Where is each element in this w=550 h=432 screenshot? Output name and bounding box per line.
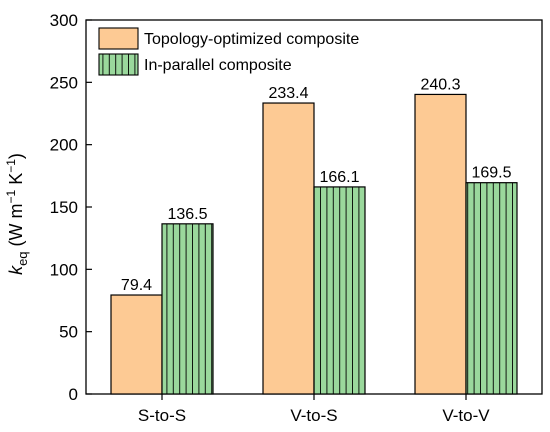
data-label: 136.5 — [167, 206, 207, 223]
chart-marks: 0 50 100 150 200 250 300 79.4 136.5 S-to-S 233.4 16… — [50, 11, 543, 425]
bar — [313, 186, 366, 395]
legend-label: Topology-optimized composite — [144, 31, 359, 48]
y-tick-label: 200 — [50, 136, 78, 155]
svg-text:keq (W m−1 K−1): keq (W m−1 K−1) — [4, 153, 30, 275]
y-axis-units-exp1: −1 — [4, 189, 18, 203]
legend: Topology-optimized composite In-parallel … — [98, 27, 359, 76]
x-tick-label: V-to-V — [442, 406, 490, 425]
y-axis-title: keq (W m−1 K−1) — [4, 153, 30, 275]
y-axis-subscript: eq — [15, 251, 30, 265]
legend-label: In-parallel composite — [144, 57, 292, 74]
y-tick-label: 150 — [50, 198, 78, 217]
y-axis-units-open: (W m — [6, 203, 26, 251]
bar — [262, 102, 315, 395]
y-tick-label: 250 — [50, 73, 78, 92]
data-label: 233.4 — [268, 85, 308, 102]
data-label: 169.5 — [471, 165, 511, 182]
x-tick-label: V-to-S — [290, 406, 337, 425]
data-label: 240.3 — [420, 76, 460, 93]
bar — [161, 223, 214, 395]
bar — [414, 93, 467, 395]
y-axis-symbol: k — [6, 265, 26, 275]
bar — [465, 182, 518, 395]
y-axis-units-mid: K — [6, 173, 26, 190]
x-tick-label: S-to-S — [138, 406, 186, 425]
y-tick-label: 300 — [50, 11, 78, 30]
y-axis-units-exp2: −1 — [4, 159, 18, 173]
legend-swatch — [98, 53, 139, 76]
y-tick-label: 50 — [59, 323, 78, 342]
y-axis-units-close: ) — [6, 153, 26, 159]
data-label: 79.4 — [121, 277, 152, 294]
legend-swatch — [98, 27, 139, 50]
y-tick-label: 100 — [50, 260, 78, 279]
bar — [110, 294, 163, 395]
y-tick-label: 0 — [69, 385, 78, 404]
data-label: 166.1 — [319, 169, 359, 186]
